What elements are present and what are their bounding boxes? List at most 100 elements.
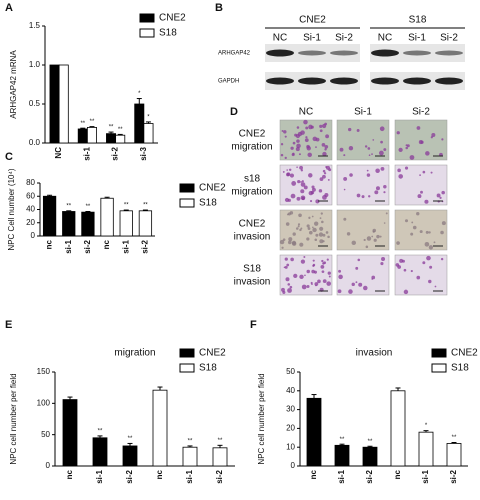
cell-stain xyxy=(318,232,324,237)
cell-stain xyxy=(441,221,446,226)
lane-label: Si-2 xyxy=(440,33,458,44)
cell-stain xyxy=(279,239,285,245)
x-tick-label: si-2 xyxy=(215,469,224,483)
significance-label: * xyxy=(138,91,141,97)
y-tick-label: 10 xyxy=(286,442,295,451)
x-tick-label: nc xyxy=(65,469,74,479)
x-tick-label: si-1 xyxy=(82,146,91,160)
cell-stain xyxy=(305,136,308,139)
bar xyxy=(92,437,108,467)
cell-stain xyxy=(289,285,293,289)
cell-stain xyxy=(368,195,371,198)
blot-band xyxy=(298,77,326,85)
micrograph xyxy=(336,254,390,296)
y-axis-label: ARHGAP42 mRNA xyxy=(9,50,18,119)
cell-stain xyxy=(296,166,298,168)
cell-stain xyxy=(373,238,377,242)
cell-stain xyxy=(299,228,302,232)
cell-stain xyxy=(300,181,302,183)
panel-letter: F xyxy=(250,319,257,331)
panel-letter: A xyxy=(5,2,13,14)
significance-label: ** xyxy=(66,203,71,209)
cell-stain xyxy=(420,190,423,194)
row-label: GAPDH xyxy=(218,79,239,85)
y-tick-label: 20 xyxy=(26,218,35,227)
y-tick-label: 50 xyxy=(41,430,50,439)
chart-title: invasion xyxy=(356,348,393,359)
cell-stain xyxy=(327,178,330,181)
row-label: s18 xyxy=(244,174,261,185)
cell-stain xyxy=(295,134,300,139)
cell-stain xyxy=(311,185,315,189)
cell-stain xyxy=(410,232,414,236)
y-tick-label: 0.0 xyxy=(29,138,41,147)
cell-stain xyxy=(306,284,310,288)
cell-stain xyxy=(383,148,387,152)
cell-stain xyxy=(322,151,327,157)
y-tick-label: 40 xyxy=(26,205,35,214)
cell-stain xyxy=(320,212,323,215)
x-tick-label: si-1 xyxy=(337,469,346,483)
cell-stain xyxy=(306,146,311,151)
lane-label: NC xyxy=(378,33,392,44)
cell-stain xyxy=(348,289,353,294)
cell-stain xyxy=(281,246,284,249)
cell-stain xyxy=(383,191,386,194)
x-tick-label: si-2 xyxy=(125,469,134,483)
cell-stain xyxy=(284,197,290,203)
lane-label: NC xyxy=(273,33,287,44)
group-label: CNE2 xyxy=(299,15,326,26)
cell-stain xyxy=(297,225,300,228)
cell-stain xyxy=(365,245,369,249)
cell-stain xyxy=(328,275,331,278)
cell-stain xyxy=(281,287,285,292)
cell-stain xyxy=(397,168,401,173)
cell-stain xyxy=(440,257,444,261)
cell-stain xyxy=(374,190,379,195)
row-label: migration xyxy=(231,142,272,153)
panel-letter: C xyxy=(5,151,13,163)
cell-stain xyxy=(290,257,294,262)
cell-stain xyxy=(296,143,301,149)
cell-stain xyxy=(372,139,375,141)
bar xyxy=(62,211,76,237)
cell-stain xyxy=(284,156,287,160)
cell-stain xyxy=(306,224,310,228)
cell-stain xyxy=(303,185,308,190)
cell-stain xyxy=(301,180,304,183)
cell-stain xyxy=(411,221,414,224)
cell-stain xyxy=(434,285,437,288)
bar xyxy=(134,103,145,144)
cell-stain xyxy=(324,148,327,151)
cell-stain xyxy=(406,144,410,148)
cell-stain xyxy=(409,155,415,160)
cell-stain xyxy=(347,127,352,132)
bar xyxy=(138,210,153,237)
legend-label: S18 xyxy=(451,363,469,374)
bar xyxy=(152,389,168,467)
blot-band xyxy=(371,49,399,57)
cell-stain xyxy=(301,196,305,201)
significance-label: ** xyxy=(124,203,129,209)
cell-stain xyxy=(322,195,327,200)
legend-label: CNE2 xyxy=(451,348,478,359)
cell-stain xyxy=(363,238,366,242)
cell-stain xyxy=(361,195,365,199)
cell-stain xyxy=(404,219,409,223)
legend-swatch xyxy=(139,13,155,23)
cell-stain xyxy=(322,174,326,179)
y-tick-label: 0 xyxy=(291,461,296,470)
bar xyxy=(446,443,462,467)
cell-stain xyxy=(441,138,444,141)
bar xyxy=(362,446,378,467)
cell-stain xyxy=(287,283,291,286)
cell-stain xyxy=(424,242,430,247)
bar xyxy=(119,210,133,237)
cell-stain xyxy=(307,152,312,158)
cell-stain xyxy=(380,140,383,144)
y-tick-label: 1.0 xyxy=(29,60,41,69)
cell-stain xyxy=(328,168,332,172)
x-tick-label: si-2 xyxy=(111,146,120,160)
cell-stain xyxy=(379,150,384,156)
cell-stain xyxy=(420,140,424,144)
